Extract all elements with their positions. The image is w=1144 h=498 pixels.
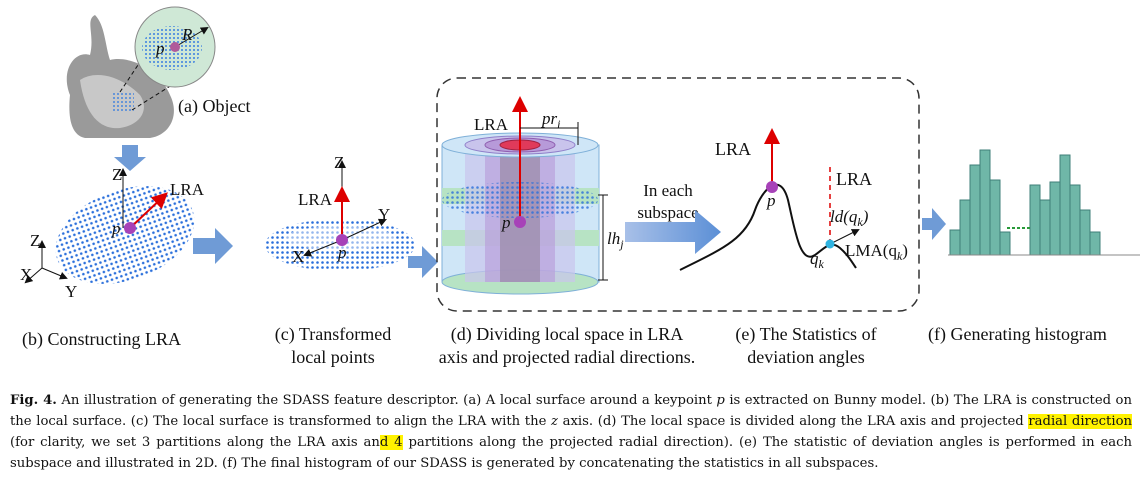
- neighbor-point: [825, 239, 835, 249]
- bunny: [66, 15, 174, 138]
- label: X: [292, 247, 304, 266]
- panel-label: (a) Object: [178, 96, 250, 117]
- label: In each: [643, 181, 693, 200]
- label: LMA(qk): [845, 241, 908, 263]
- panel-label: (b) Constructing LRA: [22, 329, 181, 350]
- histogram: [949, 149, 1101, 256]
- caption-text: p: [716, 393, 725, 408]
- label: p: [501, 213, 511, 232]
- axis: [341, 218, 387, 241]
- panel-label: local points: [291, 347, 375, 367]
- label: Z: [30, 231, 40, 250]
- label: p: [155, 39, 165, 58]
- panel-label: deviation angles: [747, 347, 864, 367]
- label: subspace: [637, 203, 698, 222]
- label: lhj: [607, 229, 624, 251]
- label: LRA: [474, 115, 509, 134]
- caption-text: z: [551, 414, 558, 429]
- label: ld(qk): [830, 207, 869, 229]
- lra-arrow: [129, 192, 168, 229]
- axis: [41, 267, 68, 280]
- arrow: [114, 145, 146, 171]
- point-cloud: [55, 186, 195, 284]
- caption-text: (for clarity, we set 3 partitions along …: [10, 435, 380, 450]
- label: pri: [541, 109, 560, 131]
- label: p: [111, 219, 121, 238]
- keypoint: [124, 222, 136, 234]
- label: Z: [334, 153, 344, 172]
- highlight: radial direction: [1028, 414, 1132, 429]
- keypoint: [514, 216, 526, 228]
- label: p: [337, 243, 347, 262]
- arrow: [193, 228, 233, 264]
- panel-label: (f) Generating histogram: [928, 324, 1107, 345]
- arrow: [922, 208, 946, 240]
- caption-label: Fig. 4.: [10, 393, 57, 408]
- axis: [303, 239, 343, 257]
- caption-text: is extracted on Bunny model. (b) The LRA…: [10, 393, 1132, 429]
- panel-label: axis and projected radial directions.: [439, 347, 695, 367]
- label: Y: [65, 282, 77, 301]
- caption-text: partitions along the projected radial di…: [10, 435, 1132, 471]
- figure: R p (a) Object Z LRA p Z X Y (b) Constru…: [20, 6, 1140, 367]
- figure-caption: Fig. 4. An illustration of generating th…: [10, 390, 1132, 474]
- arrow: [625, 210, 721, 254]
- caption-text: An illustration of generating the SDASS …: [56, 393, 717, 408]
- label: qk: [810, 249, 825, 271]
- highlight: d 4: [379, 435, 403, 450]
- panel-label: (d) Dividing local space in LRA: [451, 324, 683, 345]
- label: Y: [378, 205, 390, 224]
- keypoint: [766, 181, 778, 193]
- keypoint: [336, 234, 348, 246]
- keypoint: [170, 42, 180, 52]
- curve: [679, 183, 857, 271]
- label: X: [20, 265, 32, 284]
- panel-label: (e) The Statistics of: [735, 324, 876, 345]
- label: p: [766, 191, 776, 210]
- label: LRA: [170, 180, 205, 199]
- label: LRA: [715, 139, 751, 159]
- lma-arrow: [829, 229, 860, 245]
- label: LRA: [836, 169, 872, 189]
- axis: [24, 267, 43, 284]
- label: R: [181, 25, 193, 44]
- label: LRA: [298, 190, 333, 209]
- caption-text: axis. (d) The local space is divided alo…: [557, 414, 1029, 429]
- panel-box: [436, 77, 920, 312]
- arrow: [408, 246, 438, 278]
- radius: [174, 26, 209, 48]
- label: Z: [112, 165, 122, 184]
- panel-label: (c) Transformed: [275, 324, 391, 345]
